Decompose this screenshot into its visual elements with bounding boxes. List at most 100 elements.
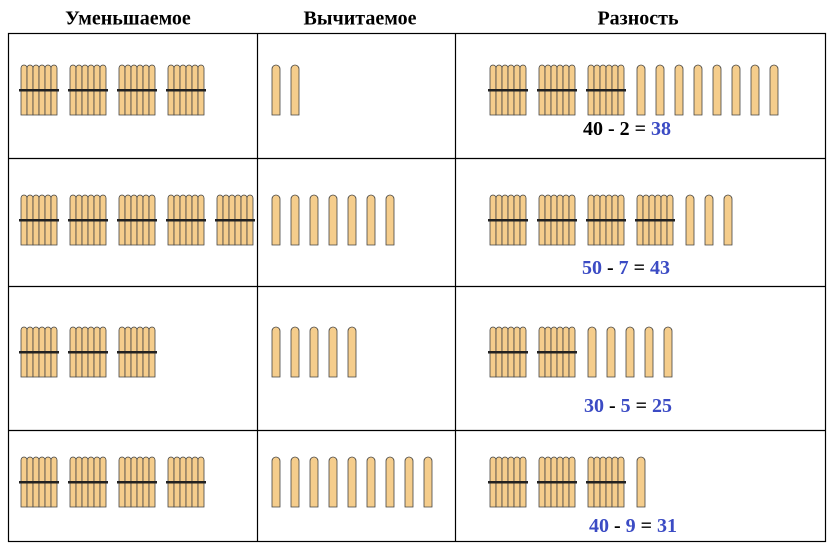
bundle-band [488, 89, 528, 92]
minuend: 30 [584, 395, 604, 417]
stick [328, 456, 338, 508]
stick-group [19, 64, 206, 116]
stick-group [19, 326, 157, 378]
stick [290, 194, 300, 246]
header: Вычитаемое [304, 8, 417, 30]
bundle-band [166, 89, 206, 92]
stick [674, 64, 684, 116]
operator: = [636, 395, 647, 417]
subtrahend: 9 [626, 515, 636, 537]
stick [366, 194, 376, 246]
stick [347, 456, 357, 508]
bundle-band [19, 219, 59, 222]
stick [704, 194, 714, 246]
bundle-band [215, 219, 255, 222]
stick-group [271, 194, 395, 246]
equation: 50 - 7 = 43 [582, 257, 670, 279]
stick-group [19, 456, 206, 508]
stick [385, 194, 395, 246]
stick [347, 326, 357, 378]
bundle-band [68, 89, 108, 92]
bundle-band [635, 219, 675, 222]
stick [693, 64, 703, 116]
bundle-band [117, 351, 157, 354]
stick [723, 194, 733, 246]
stick-group [271, 456, 433, 508]
stick [636, 456, 646, 508]
bundle-band [166, 481, 206, 484]
stick [655, 64, 665, 116]
stick [404, 456, 414, 508]
stick [587, 326, 597, 378]
bundle-band [586, 219, 626, 222]
bundle-band [586, 481, 626, 484]
operator: - [614, 515, 621, 537]
bundle-band [488, 351, 528, 354]
equation: 40 - 9 = 31 [589, 515, 677, 537]
stick [290, 326, 300, 378]
minuend: 40 [583, 118, 603, 140]
difference: 43 [650, 257, 670, 279]
bundle-band [68, 351, 108, 354]
difference: 25 [652, 395, 672, 417]
stick [271, 456, 281, 508]
stick-group [271, 326, 357, 378]
equation: 30 - 5 = 25 [584, 395, 672, 417]
bundle-band [537, 219, 577, 222]
difference: 38 [651, 118, 671, 140]
stick [347, 194, 357, 246]
bundle-band [68, 219, 108, 222]
stick-group [19, 194, 255, 246]
bundle-band [537, 481, 577, 484]
operator: - [607, 257, 614, 279]
stick [290, 64, 300, 116]
bundle-band [68, 481, 108, 484]
stick [712, 64, 722, 116]
bundle-band [537, 351, 577, 354]
stick-group [271, 64, 300, 116]
stick [328, 326, 338, 378]
stick [328, 194, 338, 246]
bundle-band [117, 219, 157, 222]
stick [423, 456, 433, 508]
stick [385, 456, 395, 508]
subtrahend: 7 [619, 257, 629, 279]
stick [271, 64, 281, 116]
operator: = [641, 515, 652, 537]
stick [309, 326, 319, 378]
stick-group [488, 194, 733, 246]
operator: = [635, 118, 646, 140]
bundle-band [117, 89, 157, 92]
stick [685, 194, 695, 246]
stick [750, 64, 760, 116]
minuend: 50 [582, 257, 602, 279]
bundle-band [586, 89, 626, 92]
stick [290, 456, 300, 508]
subtrahend: 2 [620, 118, 630, 140]
bundle-band [488, 481, 528, 484]
stick-group [488, 64, 779, 116]
operator: - [608, 118, 615, 140]
bundle-band [537, 89, 577, 92]
stick [644, 326, 654, 378]
stick-group [488, 326, 673, 378]
header: Разность [597, 8, 678, 30]
bundle-band [19, 481, 59, 484]
stick [366, 456, 376, 508]
stick-group [488, 456, 646, 508]
header: Уменьшаемое [65, 8, 191, 30]
bundle-band [488, 219, 528, 222]
subtrahend: 5 [621, 395, 631, 417]
bundle-band [19, 89, 59, 92]
stick [731, 64, 741, 116]
stick [625, 326, 635, 378]
table-border [7, 32, 827, 543]
stick [271, 194, 281, 246]
equation: 40 - 2 = 38 [583, 118, 671, 140]
stick [663, 326, 673, 378]
bundle-band [166, 219, 206, 222]
stick [309, 456, 319, 508]
operator: - [609, 395, 616, 417]
difference: 31 [657, 515, 677, 537]
